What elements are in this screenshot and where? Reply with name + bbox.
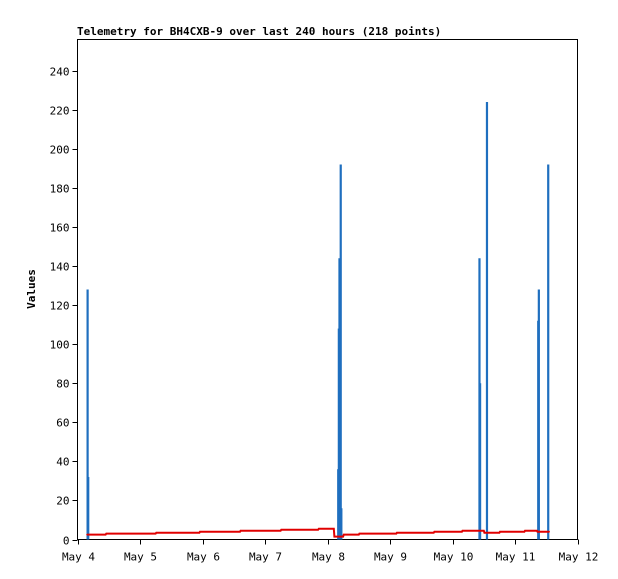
y-tick-label: 100 [50,339,70,352]
line-point [280,530,282,532]
line-point [317,529,319,531]
y-tick-label: 0 [63,535,70,548]
line-point [483,530,485,532]
line-point [358,534,360,536]
line-point [280,529,282,531]
line-point [433,532,435,534]
line-point [239,531,241,533]
line-series [86,527,550,538]
line-point [536,531,539,533]
line-point [105,534,107,536]
line-point [536,530,538,532]
x-tick-label: May 12 [559,551,599,564]
bar [479,383,482,540]
y-tick-label: 140 [50,261,70,274]
line-point [524,530,526,532]
y-tick-label: 120 [50,300,70,313]
y-tick-label: 20 [56,495,69,508]
x-axis: May 4 May 5 May 6 May 7 May 8 May 9 May 10 May … [62,539,599,564]
x-tick-label: May 4 [62,551,95,564]
y-axis: 0 20 40 60 80 100 120 140 160 180 200 220 240 [50,66,78,548]
line-point [498,532,500,534]
line-point [499,531,501,533]
line-point [105,533,107,535]
line-point [396,532,398,534]
bar [86,289,89,540]
y-tick-label: 180 [50,183,70,196]
y-tick-label: 160 [50,222,70,235]
line-point [433,531,435,533]
x-tick-label: May 7 [249,551,282,564]
bar [537,289,540,540]
line-point [358,533,360,535]
x-tick-label: May 10 [434,551,474,564]
y-tick-label: 40 [56,456,69,469]
bar [87,477,90,540]
plot-frame [77,39,578,540]
line-point [343,534,345,536]
y-tick-label: 200 [50,144,70,157]
line-point [155,532,157,534]
y-tick-label: 80 [56,378,69,391]
line-point [342,535,344,538]
line-point [199,531,201,533]
line-point [198,532,200,534]
line-point [155,533,157,535]
line-point [318,528,320,530]
line-point [548,531,550,533]
x-tick-label: May 5 [124,551,157,564]
x-tick-label: May 9 [374,551,407,564]
bar [339,164,342,540]
line-point [483,532,485,534]
line-point [86,534,88,536]
y-tick-label: 220 [50,105,70,118]
line-point [333,528,335,530]
line-point [461,531,463,533]
bar [340,508,343,540]
x-tick-label: May 6 [187,551,220,564]
chart-title: Telemetry for BH4CXB-9 over last 240 hou… [77,25,441,38]
y-tick-label: 240 [50,66,70,79]
y-axis-label: Values [25,269,38,309]
line-point [240,530,242,532]
line-point [333,535,335,538]
line-point [461,530,464,532]
bar-series [86,102,550,540]
y-tick-label: 60 [56,417,69,430]
line-point [523,531,525,533]
x-tick-label: May 11 [496,551,536,564]
x-tick-label: May 8 [312,551,345,564]
line-point [395,533,397,535]
bar [547,164,550,540]
bar [485,102,489,540]
